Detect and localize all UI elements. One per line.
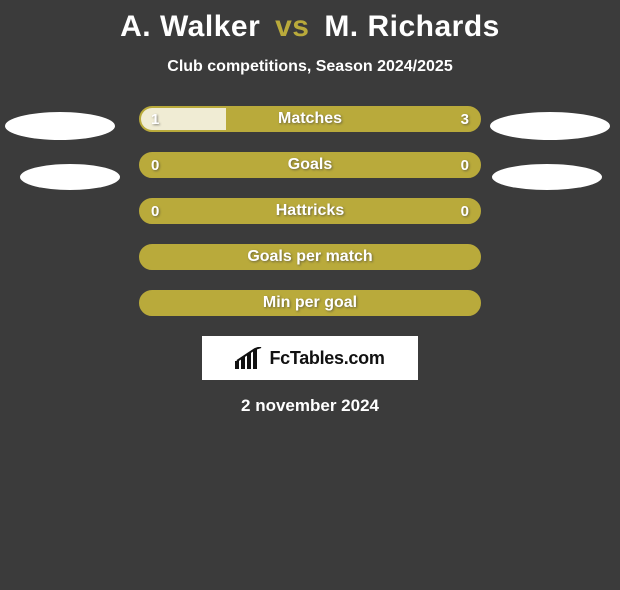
stat-bar-fill-left: [141, 108, 226, 130]
snapshot-date: 2 november 2024: [0, 396, 620, 416]
stat-row: Matches13: [139, 106, 481, 132]
player1-flag-oval-top: [5, 112, 115, 140]
stat-bars: Matches13Goals00Hattricks00Goals per mat…: [139, 106, 481, 316]
stat-bar-track: Goals per match: [139, 244, 481, 270]
stats-stage: Matches13Goals00Hattricks00Goals per mat…: [0, 106, 620, 416]
stat-row: Goals per match: [139, 244, 481, 270]
stat-bar-track: Matches13: [139, 106, 481, 132]
stat-row: Min per goal: [139, 290, 481, 316]
stat-value-left: 0: [151, 154, 159, 176]
stat-row: Goals0 0: [139, 152, 481, 178]
comparison-title: A. Walker vs M. Richards: [0, 10, 620, 44]
stat-label: Goals per match: [141, 246, 479, 268]
fctables-logo-icon: [235, 347, 263, 369]
player2-name: M. Richards: [324, 10, 500, 43]
player2-flag-oval-top: [490, 112, 610, 140]
stat-label: Goals: [141, 154, 479, 176]
stat-value-right: 0: [461, 154, 469, 176]
stat-row: Hattricks0 0: [139, 198, 481, 224]
logo-text: FcTables.com: [269, 348, 384, 369]
stat-label: Min per goal: [141, 292, 479, 314]
stat-bar-track: Hattricks0 0: [139, 198, 481, 224]
player1-flag-oval-mid: [20, 164, 120, 190]
stat-value-left: 0: [151, 200, 159, 222]
player2-flag-oval-mid: [492, 164, 602, 190]
logo-box: FcTables.com: [202, 336, 418, 380]
vs-label: vs: [275, 10, 309, 43]
stat-value-right: 0: [461, 200, 469, 222]
stat-label: Hattricks: [141, 200, 479, 222]
subtitle: Club competitions, Season 2024/2025: [0, 58, 620, 76]
stat-bar-track: Min per goal: [139, 290, 481, 316]
stat-value-right: 3: [461, 108, 469, 130]
player1-name: A. Walker: [120, 10, 260, 43]
stat-bar-track: Goals0 0: [139, 152, 481, 178]
